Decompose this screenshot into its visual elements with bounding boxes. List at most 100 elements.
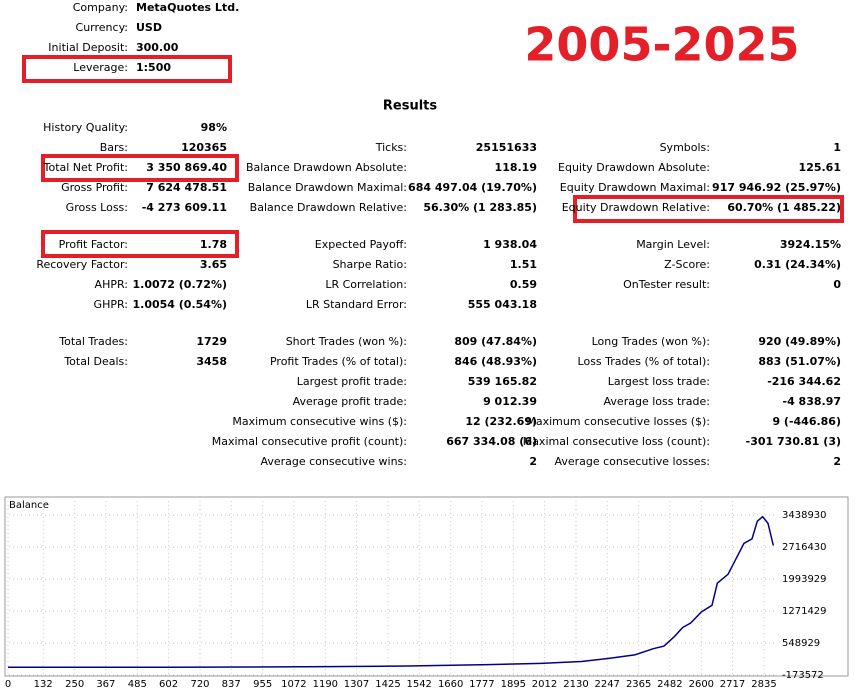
results-title: Results (383, 99, 437, 114)
x-tick-label: 1307 (344, 679, 369, 690)
stat-value: 539 165.82 (468, 375, 537, 388)
stat-label: AHPR: (95, 278, 128, 291)
stat-label: Balance Drawdown Absolute: (246, 161, 407, 174)
stat-label: Average consecutive wins: (260, 455, 407, 468)
stat-value: 1.51 (510, 258, 537, 271)
stat-value: 555 043.18 (468, 298, 537, 311)
stat-label: Balance Drawdown Relative: (250, 201, 407, 214)
y-tick-label: 3438930 (782, 510, 827, 521)
field-label: Initial Deposit: (48, 41, 128, 54)
stat-value: 846 (48.93%) (454, 355, 537, 368)
stat-value: -301 730.81 (3) (746, 435, 841, 448)
stat-value: 25151633 (476, 141, 537, 154)
stat-value: -4 273 609.11 (142, 201, 227, 214)
stat-label: LR Correlation: (325, 278, 407, 291)
x-tick-label: 955 (253, 679, 272, 690)
y-tick-label: 1271429 (782, 606, 827, 617)
stat-label: Loss Trades (% of total): (578, 355, 710, 368)
stat-label: Maximal consecutive loss (count): (523, 435, 710, 448)
stat-value: -216 344.62 (767, 375, 841, 388)
stat-value: 1 (833, 141, 841, 154)
x-tick-label: 1072 (281, 679, 306, 690)
stat-value: 2 (529, 455, 537, 468)
stat-label: Average loss trade: (604, 395, 710, 408)
stat-value: 3458 (196, 355, 227, 368)
stat-value: 12 (232.69) (465, 415, 537, 428)
highlight-box (573, 195, 844, 223)
stat-label: Equity Drawdown Relative: (562, 201, 710, 214)
stat-value: 3.65 (200, 258, 227, 271)
stat-value: 1729 (196, 335, 227, 348)
stat-value: 9 (-446.86) (772, 415, 841, 428)
stat-value: -4 838.97 (783, 395, 842, 408)
stat-value: 0.59 (510, 278, 537, 291)
stat-value: 684 497.04 (19.70%) (408, 181, 537, 194)
stat-value: 0.31 (24.34%) (754, 258, 841, 271)
y-tick-label: 548929 (782, 638, 820, 649)
stat-label: Largest loss trade: (608, 375, 710, 388)
stat-label: Average profit trade: (293, 395, 407, 408)
stat-label: Sharpe Ratio: (333, 258, 407, 271)
stat-label: Maximum consecutive losses ($): (526, 415, 710, 428)
stat-label: Largest profit trade: (297, 375, 407, 388)
stat-label: Total Net Profit: (43, 161, 128, 174)
x-tick-label: 1660 (438, 679, 463, 690)
x-tick-label: 367 (96, 679, 115, 690)
x-tick-label: 2600 (689, 679, 714, 690)
stat-label: Margin Level: (636, 238, 710, 251)
x-tick-label: 2717 (720, 679, 745, 690)
field-label: Company: (73, 1, 128, 14)
chart-title: Balance (9, 500, 49, 511)
field-label: Currency: (76, 21, 128, 34)
x-tick-label: 1895 (501, 679, 526, 690)
field-value: 300.00 (136, 41, 179, 54)
x-tick-label: 2482 (657, 679, 682, 690)
x-tick-label: 2247 (594, 679, 619, 690)
x-tick-label: 720 (190, 679, 209, 690)
stat-value: 125.61 (799, 161, 841, 174)
stat-label: Total Trades: (58, 335, 128, 348)
stat-value: 1.0054 (0.54%) (133, 298, 228, 311)
stat-label: Profit Factor: (59, 238, 128, 251)
x-tick-label: 132 (34, 679, 53, 690)
stat-value: 809 (47.84%) (454, 335, 537, 348)
y-tick-label: 1993929 (782, 574, 827, 585)
stat-label: Short Trades (won %): (286, 335, 407, 348)
stat-value: 98% (201, 121, 227, 134)
stat-value: 9 012.39 (483, 395, 537, 408)
stat-value: 60.70% (1 485.22) (727, 201, 841, 214)
field-value: 1:500 (136, 61, 171, 74)
field-label: Leverage: (73, 61, 128, 74)
y-tick-label: 2716430 (782, 542, 827, 553)
x-tick-label: 602 (159, 679, 178, 690)
stat-label: Profit Trades (% of total): (270, 355, 407, 368)
stat-label: OnTester result: (623, 278, 710, 291)
stat-value: 118.19 (495, 161, 537, 174)
stat-value: 920 (49.89%) (758, 335, 841, 348)
x-tick-label: 0 (5, 679, 11, 690)
stat-value: 120365 (181, 141, 227, 154)
banner: 2005-2025 (524, 18, 799, 72)
stat-label: Equity Drawdown Maximal: (560, 181, 710, 194)
stat-label: Bars: (100, 141, 128, 154)
chart-frame (4, 496, 849, 677)
stat-label: Total Deals: (63, 355, 128, 368)
x-tick-label: 2130 (563, 679, 588, 690)
stat-value: 1 938.04 (483, 238, 537, 251)
stat-label: Expected Payoff: (315, 238, 407, 251)
x-tick-label: 250 (65, 679, 84, 690)
x-tick-label: 2365 (626, 679, 651, 690)
x-tick-label: 2012 (532, 679, 557, 690)
x-tick-label: 837 (222, 679, 241, 690)
stat-label: Balance Drawdown Maximal: (248, 181, 407, 194)
x-tick-label: 1542 (406, 679, 431, 690)
stat-value: 883 (51.07%) (758, 355, 841, 368)
stat-value: 3924.15% (780, 238, 841, 251)
stat-value: 1.78 (200, 238, 227, 251)
highlight-box (41, 230, 239, 258)
balance-line (7, 515, 775, 669)
stat-label: Recovery Factor: (36, 258, 128, 271)
stat-label: Average consecutive losses: (554, 455, 710, 468)
field-value: USD (136, 21, 162, 34)
stat-label: Long Trades (won %): (592, 335, 710, 348)
